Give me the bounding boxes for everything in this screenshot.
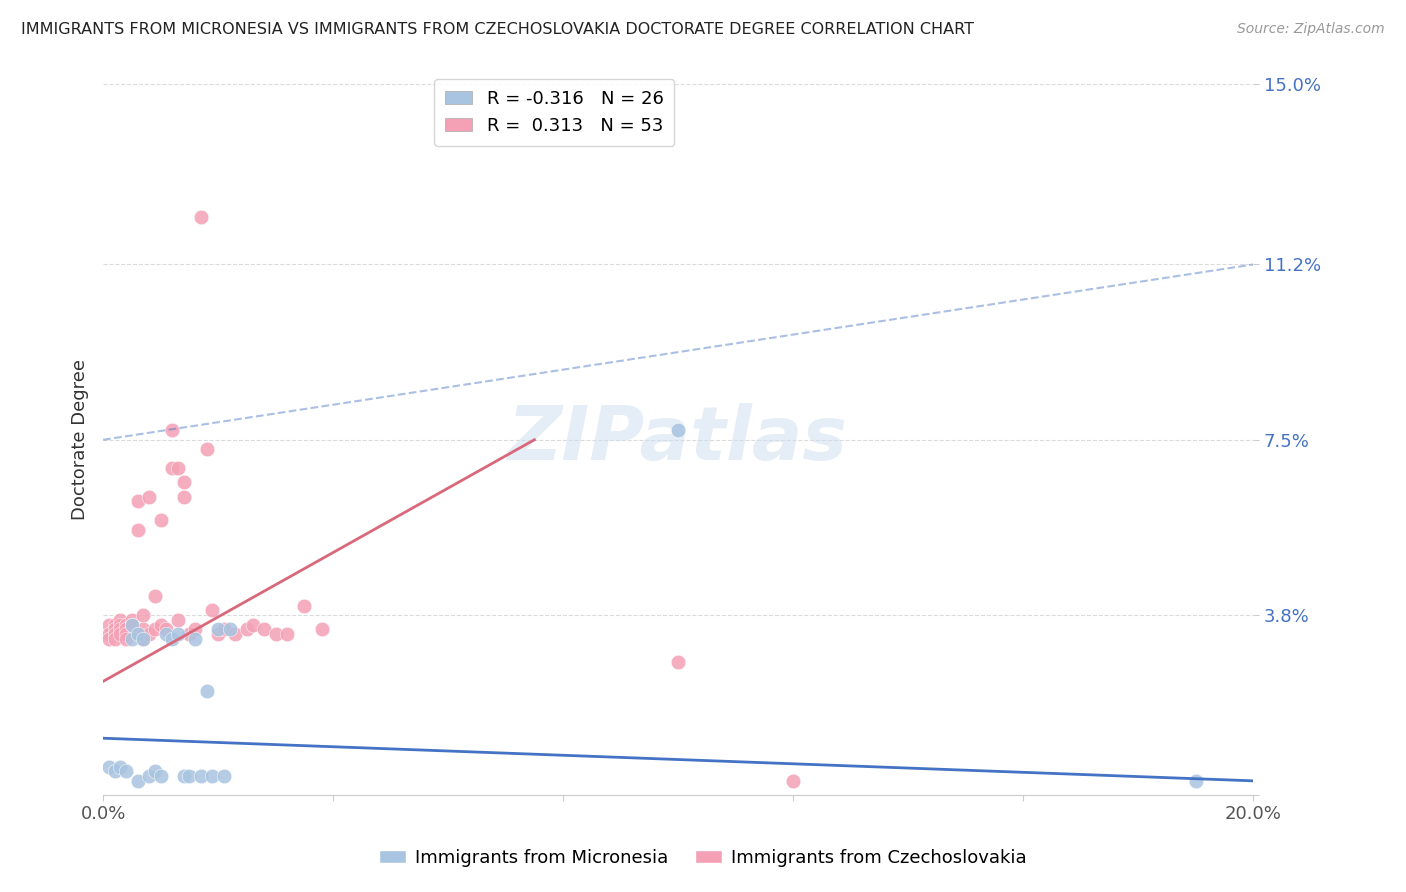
Point: [155, 622, 177, 636]
Point: [190, 210, 212, 224]
Point: [104, 627, 127, 641]
Point: [127, 627, 149, 641]
Point: [110, 627, 132, 641]
Point: [138, 490, 160, 504]
Point: [160, 423, 183, 437]
Point: [149, 617, 172, 632]
Point: [201, 769, 224, 783]
Point: [143, 622, 166, 636]
Text: Source: ZipAtlas.com: Source: ZipAtlas.com: [1237, 22, 1385, 37]
Point: [311, 622, 333, 636]
Point: [195, 683, 218, 698]
Point: [115, 627, 138, 641]
Point: [666, 656, 689, 670]
Point: [1184, 773, 1206, 788]
Point: [127, 627, 149, 641]
Point: [127, 523, 149, 537]
Point: [121, 632, 143, 646]
Point: [127, 494, 149, 508]
Point: [173, 490, 195, 504]
Point: [143, 764, 166, 779]
Point: [160, 461, 183, 475]
Point: [207, 627, 229, 641]
Point: [97, 627, 120, 641]
Point: [110, 622, 132, 636]
Point: [160, 632, 183, 646]
Point: [253, 622, 276, 636]
Point: [782, 773, 804, 788]
Point: [132, 632, 155, 646]
Point: [104, 622, 127, 636]
Point: [167, 627, 190, 641]
Point: [207, 622, 229, 636]
Point: [242, 617, 264, 632]
Point: [149, 513, 172, 527]
Point: [276, 627, 298, 641]
Point: [167, 461, 190, 475]
Legend: Immigrants from Micronesia, Immigrants from Czechoslovakia: Immigrants from Micronesia, Immigrants f…: [371, 842, 1035, 874]
Point: [104, 632, 127, 646]
Point: [179, 769, 201, 783]
Point: [173, 475, 195, 490]
Point: [132, 622, 155, 636]
Point: [104, 764, 127, 779]
Point: [115, 617, 138, 632]
Point: [212, 769, 235, 783]
Point: [121, 617, 143, 632]
Point: [224, 627, 246, 641]
Point: [104, 617, 127, 632]
Point: [184, 632, 207, 646]
Point: [138, 627, 160, 641]
Point: [264, 627, 287, 641]
Point: [666, 423, 689, 437]
Point: [195, 442, 218, 457]
Point: [115, 632, 138, 646]
Point: [236, 622, 259, 636]
Point: [110, 617, 132, 632]
Point: [97, 759, 120, 773]
Point: [110, 613, 132, 627]
Point: [201, 603, 224, 617]
Y-axis label: Doctorate Degree: Doctorate Degree: [72, 359, 89, 520]
Point: [292, 599, 315, 613]
Point: [212, 622, 235, 636]
Point: [184, 622, 207, 636]
Point: [173, 769, 195, 783]
Point: [110, 759, 132, 773]
Point: [121, 617, 143, 632]
Point: [115, 622, 138, 636]
Point: [190, 769, 212, 783]
Point: [143, 589, 166, 603]
Point: [127, 773, 149, 788]
Text: IMMIGRANTS FROM MICRONESIA VS IMMIGRANTS FROM CZECHOSLOVAKIA DOCTORATE DEGREE CO: IMMIGRANTS FROM MICRONESIA VS IMMIGRANTS…: [21, 22, 974, 37]
Point: [97, 617, 120, 632]
Point: [121, 613, 143, 627]
Point: [218, 622, 240, 636]
Point: [97, 632, 120, 646]
Point: [149, 769, 172, 783]
Point: [167, 613, 190, 627]
Point: [132, 632, 155, 646]
Point: [138, 769, 160, 783]
Point: [115, 764, 138, 779]
Legend: R = -0.316   N = 26, R =  0.313   N = 53: R = -0.316 N = 26, R = 0.313 N = 53: [434, 79, 675, 146]
Point: [132, 608, 155, 623]
Text: ZIPatlas: ZIPatlas: [508, 403, 848, 476]
Point: [179, 627, 201, 641]
Point: [155, 627, 177, 641]
